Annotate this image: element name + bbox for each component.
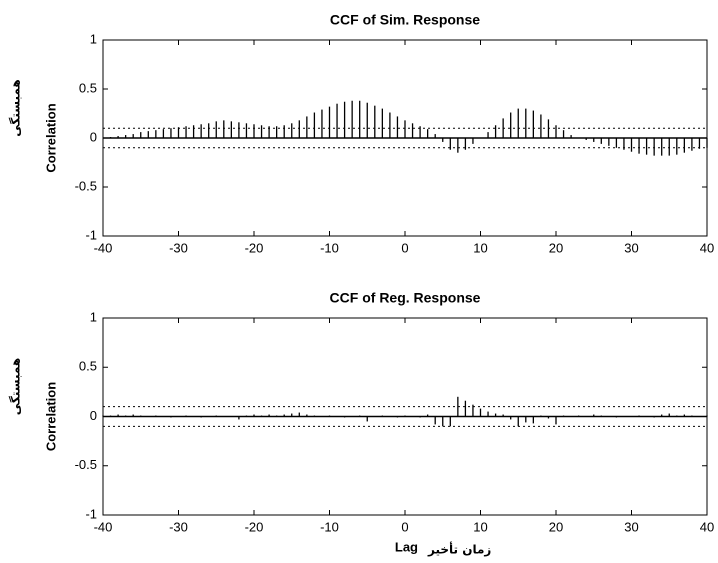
y-tick-label: -1 — [85, 506, 97, 521]
x-tick-label: 10 — [473, 240, 487, 255]
x-axis-label: Lag — [395, 539, 418, 554]
x-tick-label: 20 — [549, 240, 563, 255]
x-tick-label: 30 — [624, 240, 638, 255]
x-tick-label: -20 — [245, 240, 264, 255]
x-tick-label: 20 — [549, 519, 563, 534]
y-axis-label: Correlation — [43, 103, 58, 172]
y-tick-label: 0.5 — [79, 359, 97, 374]
y-axis-label-fa: همبستگی — [9, 79, 23, 137]
chart-title: CCF of Sim. Response — [330, 12, 480, 28]
x-tick-label: 10 — [473, 519, 487, 534]
chart-title: CCF of Reg. Response — [330, 290, 481, 306]
y-tick-label: 0 — [90, 129, 97, 144]
x-tick-label: 40 — [700, 240, 714, 255]
y-tick-label: 1 — [90, 31, 97, 46]
x-axis-label-fa: زمان تأخیر — [427, 542, 491, 557]
y-tick-label: 0 — [90, 408, 97, 423]
x-tick-label: 0 — [401, 240, 408, 255]
x-tick-label: 40 — [700, 519, 714, 534]
x-tick-label: -30 — [169, 240, 188, 255]
y-tick-label: -0.5 — [75, 457, 97, 472]
y-tick-label: -0.5 — [75, 178, 97, 193]
x-tick-label: -40 — [94, 519, 113, 534]
x-tick-label: 0 — [401, 519, 408, 534]
x-tick-label: -10 — [320, 519, 339, 534]
y-tick-label: -1 — [85, 227, 97, 242]
x-tick-label: -10 — [320, 240, 339, 255]
y-tick-label: 0.5 — [79, 80, 97, 95]
y-axis-label: Correlation — [43, 382, 58, 451]
x-tick-label: -30 — [169, 519, 188, 534]
x-tick-label: -40 — [94, 240, 113, 255]
y-axis-label-fa: همبستگی — [9, 358, 23, 416]
y-tick-label: 1 — [90, 309, 97, 324]
x-tick-label: -20 — [245, 519, 264, 534]
x-tick-label: 30 — [624, 519, 638, 534]
